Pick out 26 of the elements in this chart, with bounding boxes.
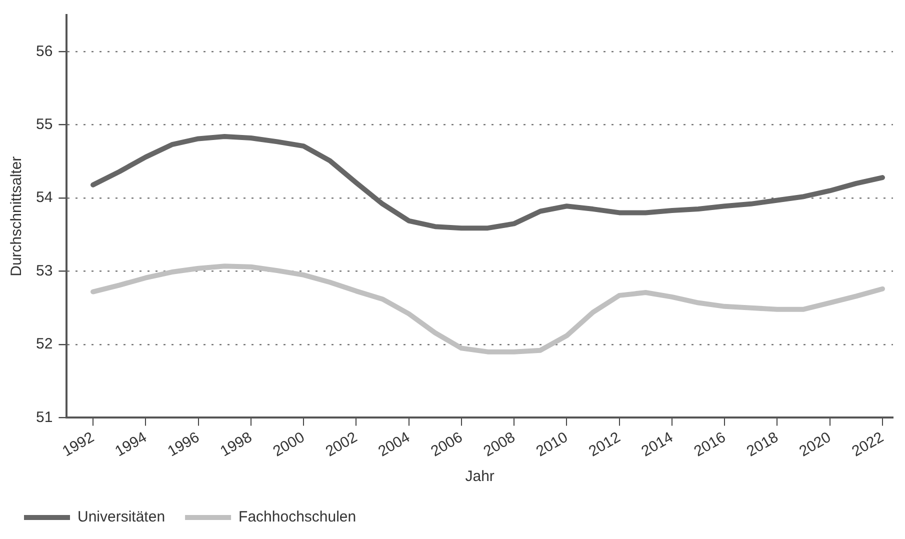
y-tick-label: 53: [36, 262, 53, 280]
x-tick-label: 2002: [322, 428, 360, 460]
x-tick-label: 2004: [375, 428, 413, 460]
x-axis-title: Jahr: [465, 468, 494, 486]
y-tick-label: 51: [36, 408, 53, 426]
x-tick-label: 1994: [112, 428, 150, 460]
x-tick-label: 1998: [218, 428, 255, 460]
x-tick-label: 2010: [533, 428, 571, 460]
x-tick-label: 1996: [164, 428, 202, 460]
x-tick-label: 2020: [796, 428, 834, 460]
x-tick-label: 2008: [480, 428, 518, 460]
legend-label: Fachhochschulen: [238, 508, 356, 526]
x-tick-label: 2016: [691, 428, 729, 460]
x-tick-label: 1992: [60, 428, 98, 460]
y-axis-title: Durchschnittsalter: [8, 156, 26, 276]
x-tick-label: 2014: [638, 428, 676, 460]
legend-label: Universitäten: [78, 508, 166, 526]
x-tick-label: 2022: [849, 428, 887, 460]
x-tick-label: 2018: [744, 428, 782, 460]
y-tick-label: 52: [36, 336, 53, 353]
x-tick-label: 2000: [270, 428, 308, 460]
y-tick-label: 56: [36, 42, 53, 60]
y-tick-label: 54: [36, 189, 53, 206]
x-tick-label: 2006: [428, 428, 466, 460]
y-tick-label: 55: [36, 116, 53, 133]
x-tick-label: 2012: [586, 428, 624, 460]
